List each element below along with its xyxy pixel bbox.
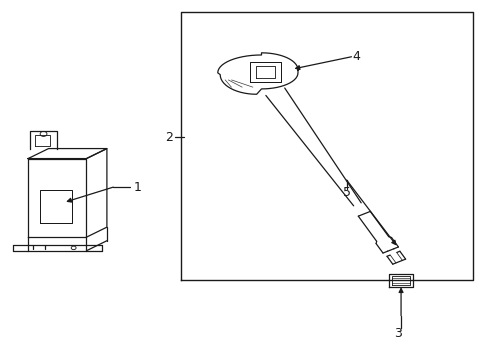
Text: 3: 3 [393,327,401,340]
Text: 4: 4 [352,50,360,63]
Text: 2: 2 [165,131,173,144]
Text: 1: 1 [133,181,141,194]
Text: 5: 5 [342,186,350,199]
